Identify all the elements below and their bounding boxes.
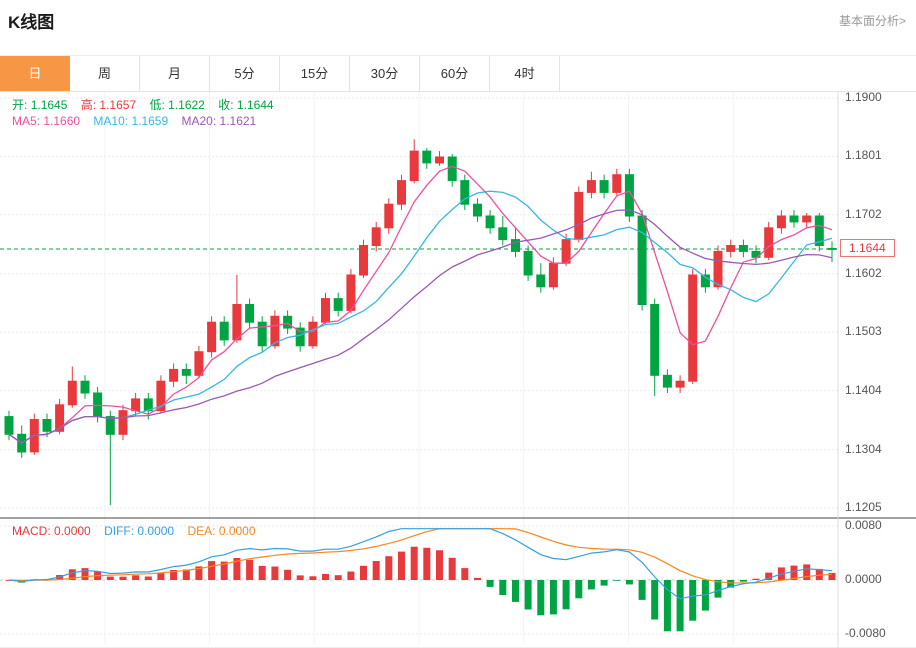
macd-axis-label: -0.0080 [845, 626, 886, 640]
price-axis-label: 1.1304 [845, 441, 882, 456]
tab-30min[interactable]: 30分 [350, 56, 420, 91]
macd-readout: MACD: 0.0000 [12, 524, 91, 538]
price-axis-label: 1.1702 [845, 206, 882, 221]
fundamental-analysis-link[interactable]: 基本面分析> [838, 14, 906, 28]
tab-week[interactable]: 周 [70, 56, 140, 91]
diff-readout: DIFF: 0.0000 [104, 524, 175, 538]
low-readout: 低: 1.1622 [149, 98, 205, 112]
tab-60min[interactable]: 60分 [420, 56, 490, 91]
tab-month[interactable]: 月 [140, 56, 210, 91]
high-readout: 高: 1.1657 [80, 98, 137, 112]
price-axis-label: 1.1205 [845, 500, 882, 514]
page-title: K线图 [8, 13, 55, 32]
chart-area: 开: 1.1645 高: 1.1657 低: 1.1622 收: 1.1644 … [0, 90, 916, 648]
ohlc-legend: 开: 1.1645 高: 1.1657 低: 1.1622 收: 1.1644 [12, 96, 284, 113]
price-axis-label: 1.1900 [845, 90, 882, 104]
candlestick-chart[interactable] [0, 92, 916, 648]
close-readout: 收: 1.1644 [218, 98, 274, 112]
interval-tabbar: 日 周 月 5分 15分 30分 60分 4时 [0, 55, 916, 92]
ma-legend: MA5: 1.1660 MA10: 1.1659 MA20: 1.1621 [12, 114, 266, 128]
macd-axis-label: 0.0000 [845, 572, 882, 586]
ma20-readout: MA20: 1.1621 [181, 114, 257, 128]
macd-axis-label: 0.0080 [845, 518, 882, 532]
current-price-tag: 1.1644 [840, 239, 895, 258]
header: K线图 基本面分析> [0, 0, 916, 55]
open-readout: 开: 1.1645 [12, 98, 68, 112]
tab-day[interactable]: 日 [0, 56, 70, 91]
price-axis-label: 1.1602 [845, 265, 882, 280]
ma10-readout: MA10: 1.1659 [93, 114, 169, 128]
dea-readout: DEA: 0.0000 [187, 524, 256, 538]
tab-5min[interactable]: 5分 [210, 56, 280, 91]
price-axis-label: 1.1801 [845, 148, 882, 163]
price-axis-label: 1.1503 [845, 324, 882, 339]
ma5-readout: MA5: 1.1660 [12, 114, 81, 128]
price-axis-label: 1.1404 [845, 382, 882, 397]
macd-legend: MACD: 0.0000 DIFF: 0.0000 DEA: 0.0000 [12, 524, 266, 538]
tab-4hour[interactable]: 4时 [490, 56, 560, 91]
tab-15min[interactable]: 15分 [280, 56, 350, 91]
